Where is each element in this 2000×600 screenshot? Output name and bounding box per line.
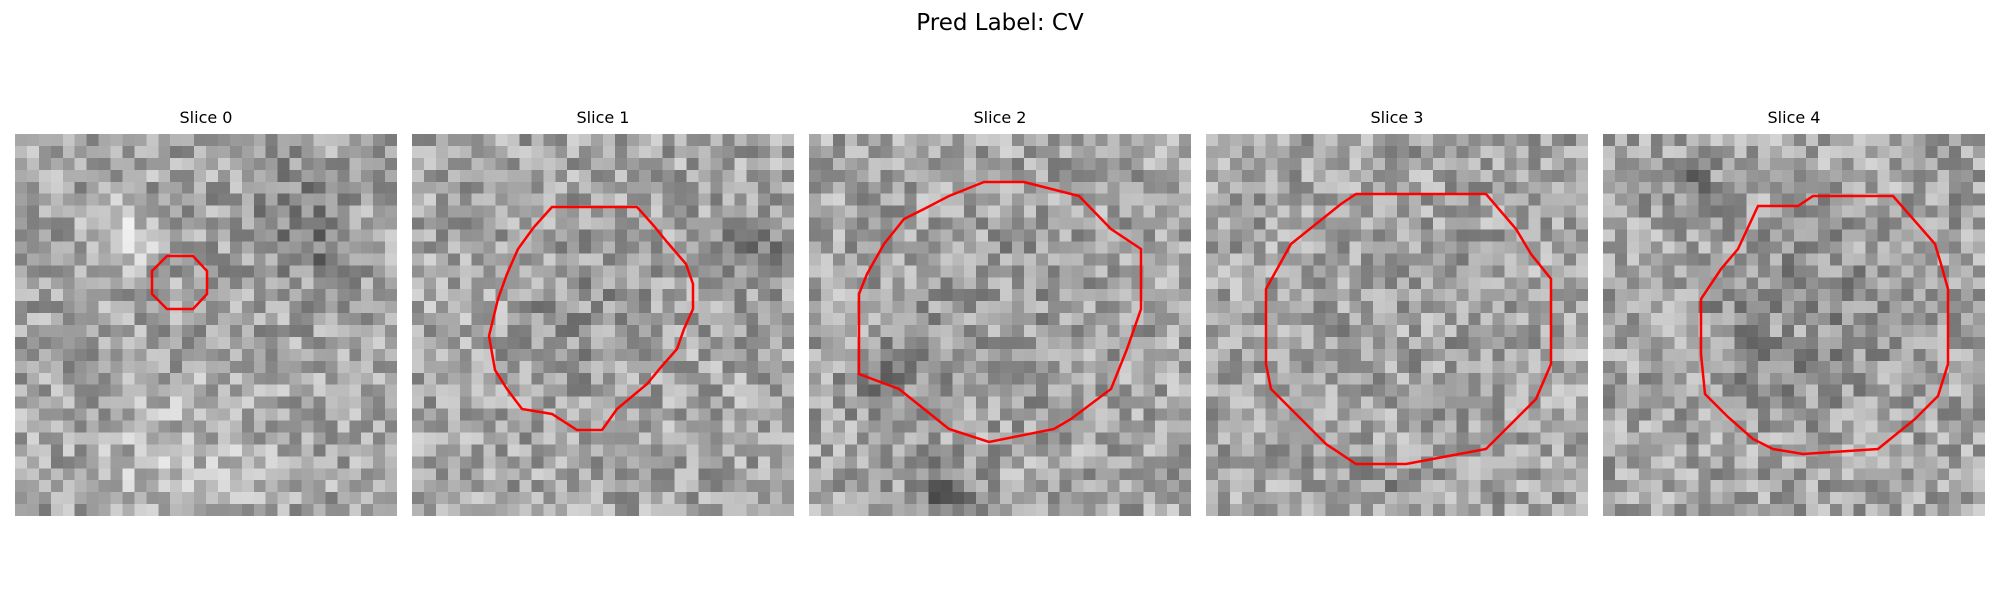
- tomogram-slice-2-image: [809, 134, 1191, 516]
- slice-panel-3: Slice 3: [1206, 108, 1588, 516]
- tomogram-slice-0-image: [15, 134, 397, 516]
- segmentation-contour-4: [1699, 194, 1950, 456]
- slice-title-2: Slice 2: [973, 108, 1027, 127]
- slice-panel-1: Slice 1: [412, 108, 794, 516]
- segmentation-contour-0: [150, 254, 209, 311]
- tomogram-slice-1-image: [412, 134, 794, 516]
- segmentation-contour-2: [857, 180, 1143, 444]
- slice-title-0: Slice 0: [179, 108, 233, 127]
- slice-panel-0: Slice 0: [15, 108, 397, 516]
- slice-panel-4: Slice 4: [1603, 108, 1985, 516]
- tomogram-slice-3-image: [1206, 134, 1588, 516]
- figure-title: Pred Label: CV: [916, 10, 1084, 36]
- segmentation-contour-1: [487, 205, 695, 432]
- segmentation-contour-3: [1264, 192, 1553, 466]
- slice-title-3: Slice 3: [1370, 108, 1424, 127]
- slice-title-1: Slice 1: [576, 108, 630, 127]
- slice-panel-2: Slice 2: [809, 108, 1191, 516]
- slice-title-4: Slice 4: [1767, 108, 1821, 127]
